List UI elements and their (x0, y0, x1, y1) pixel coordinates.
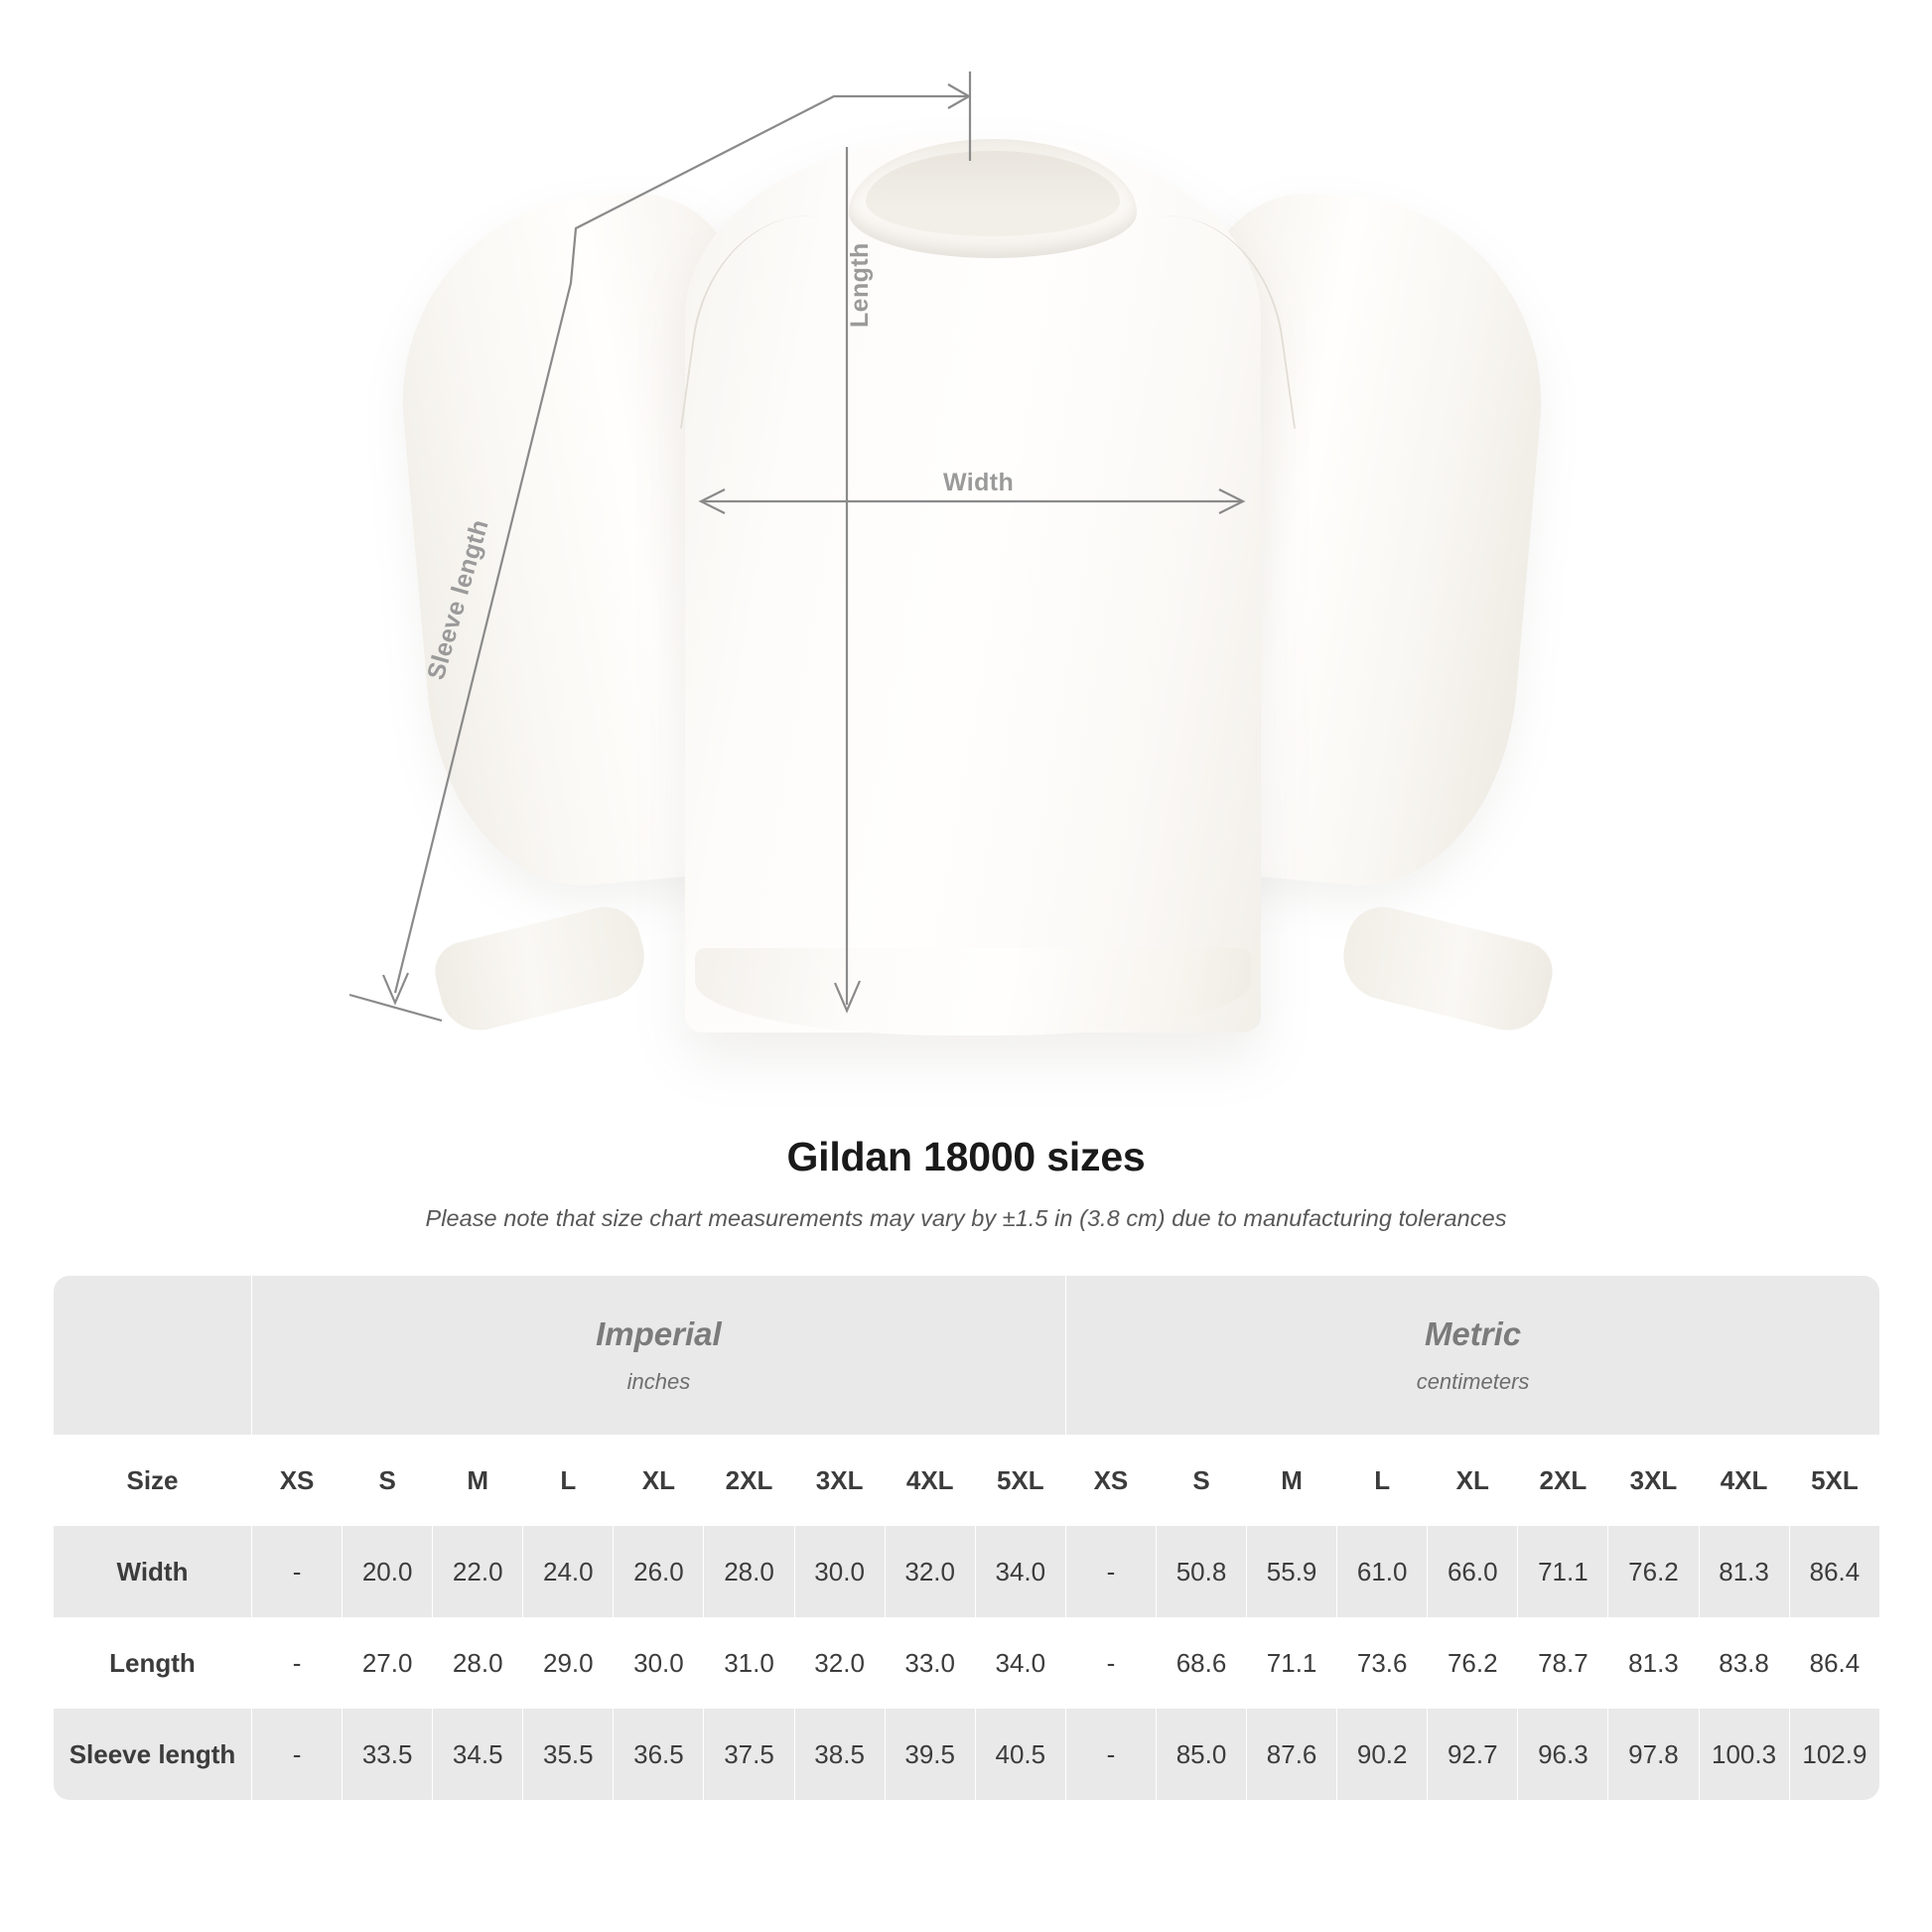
cell-length-imperial-3xl: 32.0 (793, 1617, 886, 1709)
cell-width-imperial-xl: 26.0 (613, 1526, 704, 1617)
cell-width-metric-s: 50.8 (1155, 1526, 1247, 1617)
cell-length-imperial-xl: 30.0 (613, 1617, 704, 1709)
cell-sleeve-imperial-3xl: 38.5 (793, 1709, 886, 1800)
cell-width-imperial-2xl: 28.0 (703, 1526, 795, 1617)
cell-width-metric-xs: - (1064, 1526, 1157, 1617)
size-col-imperial-5xl: 5XL (974, 1435, 1066, 1526)
page-subtitle: Please note that size chart measurements… (425, 1205, 1507, 1231)
size-col-metric-l: L (1336, 1435, 1428, 1526)
cell-length-metric-l: 73.6 (1336, 1617, 1428, 1709)
width-measure-label: Width (943, 469, 1015, 496)
cell-width-imperial-5xl: 34.0 (974, 1526, 1066, 1617)
cell-width-metric-3xl: 76.2 (1607, 1526, 1700, 1617)
cell-width-imperial-m: 22.0 (432, 1526, 523, 1617)
size-header-row: Size XS S M L XL 2XL 3XL 4XL 5XL XS S M … (53, 1435, 1880, 1526)
size-col-imperial-xs: XS (250, 1435, 343, 1526)
cell-length-metric-m: 71.1 (1246, 1617, 1337, 1709)
size-col-metric-4xl: 4XL (1698, 1435, 1790, 1526)
size-col-imperial-s: S (342, 1435, 433, 1526)
cell-length-metric-3xl: 81.3 (1607, 1617, 1700, 1709)
size-col-metric-m: M (1246, 1435, 1337, 1526)
size-col-metric-s: S (1155, 1435, 1247, 1526)
cell-sleeve-imperial-s: 33.5 (342, 1709, 433, 1800)
unit-imperial-sub: inches (626, 1369, 691, 1394)
cell-sleeve-metric-xs: - (1064, 1709, 1157, 1800)
cell-length-metric-2xl: 78.7 (1517, 1617, 1608, 1709)
cell-width-imperial-l: 24.0 (522, 1526, 614, 1617)
sweatshirt-right-cuff (1333, 898, 1560, 1039)
size-col-metric-5xl: 5XL (1788, 1435, 1880, 1526)
cell-sleeve-metric-l: 90.2 (1336, 1709, 1428, 1800)
cell-width-imperial-3xl: 30.0 (793, 1526, 886, 1617)
row-label-length: Length (53, 1617, 252, 1709)
cell-sleeve-imperial-4xl: 39.5 (884, 1709, 976, 1800)
sweatshirt-left-cuff (428, 898, 654, 1039)
cell-sleeve-imperial-xl: 36.5 (613, 1709, 704, 1800)
size-col-metric-3xl: 3XL (1607, 1435, 1700, 1526)
row-label-width: Width (53, 1526, 252, 1617)
cell-length-imperial-s: 27.0 (342, 1617, 433, 1709)
cell-sleeve-metric-xl: 92.7 (1427, 1709, 1518, 1800)
table-row: Length - 27.0 28.0 29.0 30.0 31.0 32.0 3… (53, 1617, 1880, 1709)
size-col-imperial-l: L (522, 1435, 614, 1526)
cell-length-imperial-4xl: 33.0 (884, 1617, 976, 1709)
cell-sleeve-metric-4xl: 100.3 (1698, 1709, 1790, 1800)
cell-length-imperial-xs: - (250, 1617, 343, 1709)
cell-sleeve-metric-5xl: 102.9 (1788, 1709, 1880, 1800)
size-col-metric-2xl: 2XL (1517, 1435, 1608, 1526)
size-col-metric-xl: XL (1427, 1435, 1518, 1526)
unit-spacer-left (53, 1276, 252, 1435)
cell-width-imperial-s: 20.0 (342, 1526, 433, 1617)
cell-length-metric-4xl: 83.8 (1698, 1617, 1790, 1709)
cell-sleeve-metric-2xl: 96.3 (1517, 1709, 1608, 1800)
cell-width-imperial-xs: - (250, 1526, 343, 1617)
cell-sleeve-metric-s: 85.0 (1155, 1709, 1247, 1800)
unit-group-imperial: Imperial inches (251, 1276, 1066, 1435)
cell-width-imperial-4xl: 32.0 (884, 1526, 976, 1617)
table-row: Width - 20.0 22.0 24.0 26.0 28.0 30.0 32… (53, 1526, 1880, 1617)
cell-length-metric-xl: 76.2 (1427, 1617, 1518, 1709)
cell-sleeve-imperial-5xl: 40.5 (974, 1709, 1066, 1800)
size-col-metric-xs: XS (1064, 1435, 1157, 1526)
cell-length-metric-s: 68.6 (1155, 1617, 1247, 1709)
size-col-imperial-xl: XL (613, 1435, 704, 1526)
row-label-sleeve-length: Sleeve length (53, 1709, 252, 1800)
cell-length-metric-xs: - (1064, 1617, 1157, 1709)
cell-width-metric-4xl: 81.3 (1698, 1526, 1790, 1617)
size-col-imperial-3xl: 3XL (793, 1435, 886, 1526)
table-row: Sleeve length - 33.5 34.5 35.5 36.5 37.5… (53, 1709, 1880, 1800)
cell-sleeve-metric-m: 87.6 (1246, 1709, 1337, 1800)
garment-photo-area: Length Width Sleeve length (348, 71, 1560, 1039)
length-measure-label: Length (846, 242, 874, 328)
cell-length-imperial-m: 28.0 (432, 1617, 523, 1709)
size-col-imperial-m: M (432, 1435, 523, 1526)
cell-length-imperial-2xl: 31.0 (703, 1617, 795, 1709)
cell-length-metric-5xl: 86.4 (1788, 1617, 1880, 1709)
size-table: Imperial inches Metric centimeters Size … (53, 1276, 1880, 1800)
cell-length-imperial-5xl: 34.0 (974, 1617, 1066, 1709)
unit-group-metric: Metric centimeters (1064, 1276, 1880, 1435)
unit-metric-sub: centimeters (1416, 1369, 1530, 1394)
cell-sleeve-imperial-m: 34.5 (432, 1709, 523, 1800)
cell-sleeve-imperial-xs: - (250, 1709, 343, 1800)
cell-sleeve-imperial-2xl: 37.5 (703, 1709, 795, 1800)
size-col-imperial-4xl: 4XL (884, 1435, 976, 1526)
unit-metric-label: Metric (1424, 1315, 1522, 1352)
cell-sleeve-imperial-l: 35.5 (522, 1709, 614, 1800)
cell-width-metric-m: 55.9 (1246, 1526, 1337, 1617)
cell-length-imperial-l: 29.0 (522, 1617, 614, 1709)
cell-width-metric-l: 61.0 (1336, 1526, 1428, 1617)
page-title: Gildan 18000 sizes (786, 1134, 1146, 1179)
cell-width-metric-5xl: 86.4 (1788, 1526, 1880, 1617)
cell-width-metric-2xl: 71.1 (1517, 1526, 1608, 1617)
size-label-cell: Size (53, 1435, 252, 1526)
size-col-imperial-2xl: 2XL (703, 1435, 795, 1526)
title-block: Gildan 18000 sizes Please note that size… (0, 1134, 1932, 1232)
cell-width-metric-xl: 66.0 (1427, 1526, 1518, 1617)
size-table-wrapper: Imperial inches Metric centimeters Size … (53, 1276, 1880, 1800)
unit-imperial-label: Imperial (596, 1315, 722, 1352)
cell-sleeve-metric-3xl: 97.8 (1607, 1709, 1700, 1800)
unit-header-row: Imperial inches Metric centimeters (53, 1276, 1880, 1435)
